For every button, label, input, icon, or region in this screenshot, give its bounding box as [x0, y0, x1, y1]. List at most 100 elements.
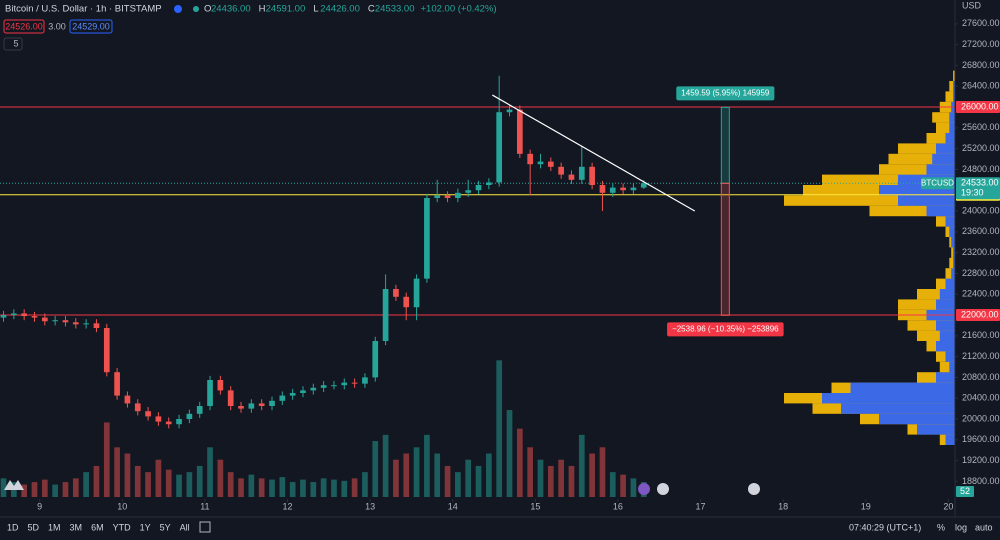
candle-body: [310, 387, 317, 391]
candle-body: [578, 166, 585, 180]
candle-body: [41, 317, 48, 322]
y-tick-label: 20800.00: [962, 372, 1000, 382]
ohlc-value: 24533.00: [375, 4, 415, 15]
volume-bar: [486, 453, 492, 497]
projection-label: −2538.96 (−10.35%) −253896: [667, 322, 784, 337]
volume-bar: [547, 465, 554, 497]
symbol-title[interactable]: Bitcoin / U.S. Dollar · 1h · BITSTAMP: [5, 4, 162, 15]
volume-bar: [630, 478, 637, 497]
volume-bar: [196, 465, 203, 497]
candle-body: [300, 390, 306, 394]
candle-body: [640, 183, 647, 188]
x-tick-label: 13: [365, 501, 375, 511]
ohlc-key: L: [313, 4, 318, 15]
y-tick-label: 23200.00: [962, 247, 1000, 257]
volume-bar: [238, 478, 244, 497]
candle-body: [465, 190, 472, 193]
range-button[interactable]: All: [180, 522, 190, 532]
range-button[interactable]: 6M: [91, 522, 104, 532]
goto-date-icon[interactable]: [199, 521, 211, 533]
range-button[interactable]: 5D: [28, 522, 40, 532]
volume-bar: [320, 478, 327, 497]
ohlc-key: H: [259, 4, 266, 15]
log-toggle[interactable]: log: [955, 522, 967, 532]
candle-body: [21, 313, 28, 317]
projection-up: [720, 106, 730, 184]
profile-bar-outer: [898, 143, 955, 154]
candle-body: [434, 195, 441, 199]
volume-bar: [341, 480, 348, 497]
profile-bar-inner: [953, 91, 955, 102]
candle-body: [31, 316, 38, 318]
volume-bar: [0, 478, 7, 497]
ohlc-change: +102.00 (+0.42%): [421, 4, 497, 15]
candle-body: [227, 390, 234, 407]
spread: 3.00: [48, 21, 66, 31]
tv-logo: [4, 480, 24, 490]
profile-bar-inner: [953, 247, 955, 258]
news-icon[interactable]: [657, 483, 669, 495]
profile-bar-inner: [936, 372, 955, 383]
profile-bar-outer: [879, 164, 955, 175]
volume-bar: [424, 434, 430, 497]
projection-down: [720, 182, 730, 316]
candle-body: [238, 406, 244, 409]
volume-bar: [403, 453, 410, 497]
candle-body: [558, 166, 564, 175]
event-icon[interactable]: [638, 483, 650, 495]
profile-bar-outer: [869, 205, 955, 217]
currency-label[interactable]: USD: [962, 0, 982, 10]
y-tick-label: 21200.00: [962, 351, 1000, 361]
candle-body: [217, 380, 224, 391]
candle-body: [547, 161, 554, 167]
profile-bar-outer: [945, 91, 955, 102]
sell-button[interactable]: [3, 19, 45, 34]
volume-bar: [269, 479, 275, 497]
candle-body: [475, 185, 482, 191]
candle-body: [496, 112, 503, 183]
profile-bar-outer: [888, 153, 955, 165]
auto-toggle[interactable]: auto: [975, 522, 993, 532]
candle-body: [124, 395, 131, 404]
candle-body: [424, 198, 430, 279]
buy-button[interactable]: [69, 19, 113, 34]
indicators-toggle[interactable]: [3, 37, 23, 51]
candle-body: [207, 380, 213, 407]
profile-bar-inner: [945, 351, 955, 362]
profile-bar-inner: [879, 185, 955, 196]
profile-bar-outer: [949, 81, 955, 92]
volume-bar: [227, 472, 234, 497]
volume-bar: [72, 478, 79, 497]
profile-bar-outer: [917, 289, 955, 300]
profile-bar-outer: [945, 268, 955, 279]
x-tick-label: 18: [778, 501, 788, 511]
range-button[interactable]: 1Y: [140, 522, 151, 532]
percent-toggle[interactable]: %: [937, 522, 945, 532]
volume-bar: [258, 478, 265, 497]
profile-bar-inner: [822, 393, 955, 404]
candle-body: [62, 320, 69, 323]
range-button[interactable]: YTD: [113, 522, 132, 532]
volume-bar: [444, 465, 451, 497]
x-tick-label: 14: [448, 501, 458, 511]
symbol-tag: [921, 177, 954, 190]
news-icon[interactable]: [748, 483, 760, 495]
range-button[interactable]: 3M: [70, 522, 83, 532]
profile-bar-inner: [936, 320, 955, 331]
volume-bar: [93, 465, 100, 497]
volume-bar: [558, 459, 564, 497]
projection-label-box: [667, 322, 784, 337]
range-button[interactable]: 1M: [48, 522, 61, 532]
candle-body: [413, 278, 420, 308]
range-button[interactable]: 1D: [7, 522, 19, 532]
price-tag-label: 26000.00: [961, 101, 999, 111]
volume-bar: [568, 465, 575, 497]
profile-bar-inner: [945, 133, 955, 144]
volume-bar: [83, 472, 89, 497]
profile-bar-inner: [926, 164, 955, 175]
volume-bar: [145, 472, 151, 497]
candle-body: [599, 185, 606, 193]
range-button[interactable]: 5Y: [160, 522, 171, 532]
last-price-tag: [956, 177, 1000, 200]
volume-bar: [31, 482, 38, 497]
